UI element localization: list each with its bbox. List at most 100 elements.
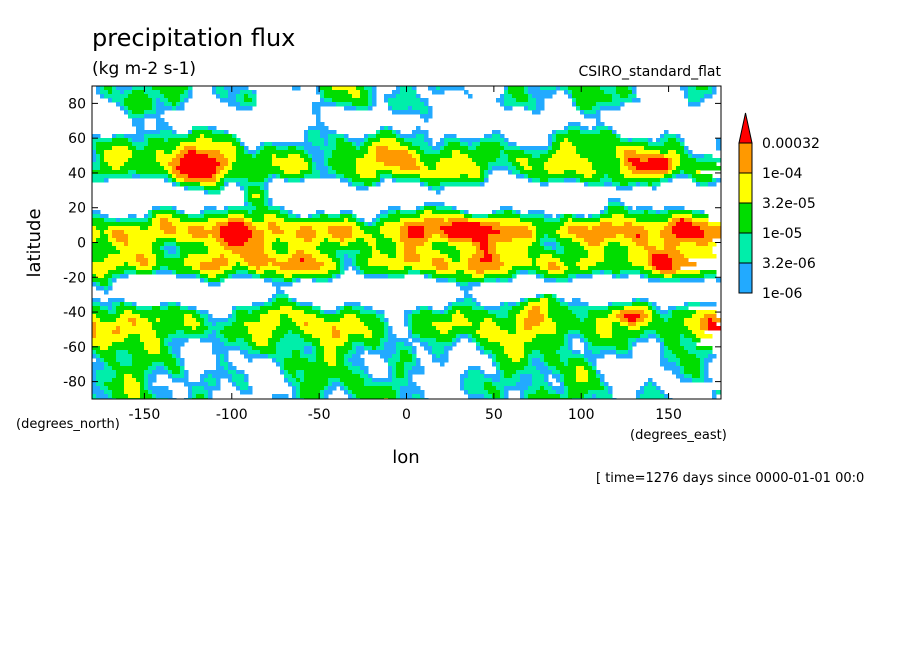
field-cell [92,322,97,327]
field-cell [572,298,581,303]
field-cell [476,246,481,251]
field-cell [192,130,213,135]
field-cell [500,222,533,227]
field-cell [204,210,229,215]
field-cell [180,246,209,251]
field-cell [320,174,337,179]
field-cell [264,214,277,219]
field-cell [568,218,573,223]
field-cell [632,138,649,143]
field-cell [292,350,301,355]
field-cell [516,330,557,335]
field-cell [492,354,497,359]
field-cell [104,382,125,387]
field-cell [192,394,197,399]
field-cell [292,86,301,91]
field-cell [316,314,345,319]
field-cell [176,250,181,255]
field-cell [680,278,705,283]
field-cell [612,222,625,227]
field-cell [560,358,569,363]
field-cell [460,210,465,215]
field-cell [528,394,561,399]
field-cell [580,258,605,263]
field-cell [584,366,593,371]
field-cell [144,382,149,387]
field-cell [492,226,529,231]
field-cell [408,334,413,339]
field-cell [108,310,117,315]
field-cell [256,266,261,271]
field-cell [588,378,601,383]
x-tick-label: -150 [129,407,161,423]
field-cell [496,370,501,375]
field-cell [592,226,645,231]
field-cell [516,174,525,179]
field-cell [180,254,189,259]
field-cell [408,314,413,319]
field-cell [220,150,237,155]
field-cell [224,254,241,259]
field-cell [180,102,185,107]
field-cell [636,298,641,303]
field-cell [584,346,589,351]
field-cell [544,162,593,167]
field-cell [412,366,425,371]
field-cell [152,210,177,215]
field-cell [460,334,469,339]
field-cell [328,382,333,387]
field-cell [684,170,697,175]
field-cell [704,230,721,235]
field-cell [460,254,473,259]
field-cell [108,278,113,283]
field-cell [576,314,589,319]
field-cell [92,142,97,147]
field-cell [276,326,301,331]
field-cell [692,218,709,223]
field-cell [640,158,649,163]
field-cell [148,142,181,147]
field-cell [284,362,329,367]
field-cell [204,226,213,231]
field-cell [680,370,685,375]
field-cell [276,146,289,151]
field-cell [544,362,549,367]
field-cell [476,146,505,151]
field-cell [600,374,605,379]
field-cell [376,170,393,175]
field-cell [228,338,237,343]
field-cell [244,214,265,219]
field-cell [640,334,649,339]
field-cell [348,358,365,363]
field-cell [316,118,321,123]
field-cell [712,390,717,395]
field-cell [676,306,689,311]
field-cell [164,242,177,247]
field-cell [648,382,653,387]
field-cell [132,358,177,363]
field-cell [568,346,573,351]
field-cell [356,86,365,91]
field-cell [688,102,701,107]
field-cell [240,182,265,187]
field-cell [316,346,325,351]
field-cell [564,362,569,367]
field-cell [544,278,557,283]
field-cell [396,130,401,135]
field-cell [672,166,677,171]
field-cell [420,174,461,179]
field-cell [288,258,301,263]
field-cell [636,234,641,239]
field-cell [628,350,633,355]
field-cell [284,358,309,363]
field-cell [472,298,477,303]
field-cell [112,394,129,399]
field-cell [504,262,533,267]
field-cell [496,250,529,255]
field-cell [716,390,721,395]
field-cell [104,86,113,91]
field-cell [696,86,709,91]
field-cell [180,370,185,375]
field-cell [316,90,321,95]
field-cell [132,118,145,123]
